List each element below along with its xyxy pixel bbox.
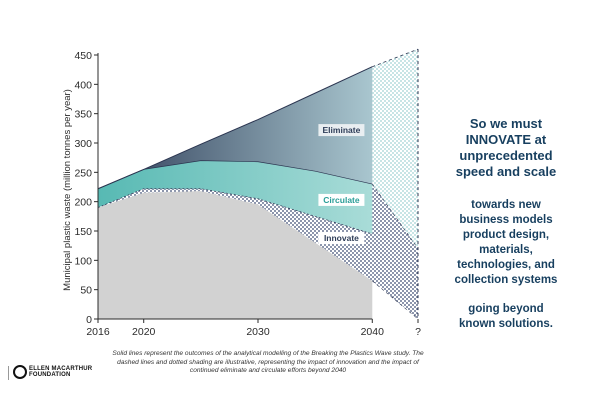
side-body-solutions: towards new business models product desi…	[454, 199, 558, 286]
extension-upper-line	[372, 48, 419, 68]
innovate-line	[97, 188, 373, 235]
y-tick-label: 250	[74, 167, 92, 179]
x-tick-label: 2020	[132, 326, 156, 338]
circulate-badge	[318, 193, 365, 206]
circulate-line	[97, 160, 373, 190]
baseline-area	[98, 191, 373, 319]
eliminate-area	[98, 66, 373, 189]
y-tick-label: 50	[80, 285, 92, 297]
y-tick-label: 400	[74, 79, 92, 91]
circulate-area	[98, 160, 373, 234]
x-tick-label: 2030	[246, 326, 270, 338]
footnote: Solid lines represent the outcomes of th…	[112, 350, 424, 375]
side-headline: So we must INNOVATE at unprecedented spe…	[455, 116, 557, 179]
x-tick-label: ?	[415, 326, 421, 338]
y-tick-label: 450	[74, 50, 92, 62]
y-tick-label: 0	[86, 314, 92, 326]
side-body-beyond: going beyond known solutions.	[459, 303, 553, 330]
extension-lower-line	[372, 183, 419, 249]
circulate-label: Circulate	[323, 195, 360, 205]
extension-eliminate-circulate-area	[372, 49, 418, 249]
y-axis-label: Municipal plastic waste (million tonnes …	[62, 89, 73, 291]
logo-divider	[8, 366, 9, 380]
extension-innovate-area	[372, 184, 418, 319]
y-tick-label: 150	[74, 226, 92, 238]
y-tick-label: 200	[74, 197, 92, 209]
x-tick-label: 2040	[361, 326, 385, 338]
y-tick-label: 350	[74, 109, 92, 121]
y-tick-label: 300	[74, 138, 92, 150]
foundation-logo-text: ELLEN MACARTHUR FOUNDATION	[29, 366, 93, 379]
foundation-logo-icon	[13, 365, 27, 379]
eliminate-label: Eliminate	[323, 125, 361, 135]
eliminate-badge	[318, 124, 365, 137]
innovate-area	[98, 188, 373, 281]
extension-floor-line	[372, 280, 419, 320]
side-panel: So we must INNOVATE at unprecedented spe…	[432, 116, 580, 346]
innovate-badge	[318, 232, 365, 245]
y-tick-label: 100	[74, 255, 92, 267]
innovate-label: Innovate	[324, 233, 359, 243]
x-tick-label: 2016	[86, 326, 110, 338]
